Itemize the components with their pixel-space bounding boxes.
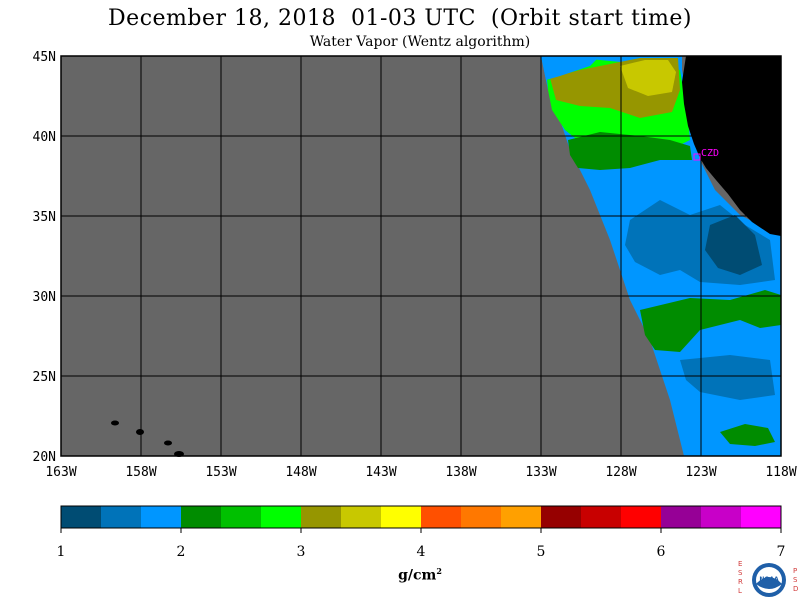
colorbar-segment [541,506,582,528]
swath-dark-blue-speckle [680,355,775,400]
colorbar-tick-label: 5 [536,544,546,560]
colorbar-segment [421,506,462,528]
longitude-tick-label: 123W [685,465,716,480]
colorbar-tick-label: 4 [416,544,426,560]
colorbar-tick-label: 6 [656,544,666,560]
map-subtitle: Water Vapor (Wentz algorithm) [309,34,531,50]
longitude-tick-label: 148W [285,465,316,480]
svg-text:NOAA: NOAA [759,576,779,583]
longitude-tick-label: 143W [365,465,396,480]
colorbar-segment [101,506,142,528]
map-frame [60,55,782,457]
latitude-labels: 45N 40N 35N 30N 25N 20N [33,50,56,465]
colorbar-segment [341,506,382,528]
latitude-tick-label: 25N [33,370,56,385]
swath-darkest-blue-cell [705,215,762,275]
swath-yellow-north [620,60,676,96]
colorbar-segment [301,506,342,528]
colorbar [60,505,782,533]
island-maui [164,440,172,446]
colorbar-segment [381,506,422,528]
longitude-tick-label: 153W [205,465,236,480]
water-vapor-swath [541,56,781,456]
colorbar-tick-label: 2 [176,544,186,560]
latitude-tick-label: 45N [33,50,56,65]
longitude-tick-label: 128W [605,465,636,480]
station-label: CZD [701,148,719,159]
station-czd-marker: CZD [693,148,719,161]
swath-green-band-south [640,290,781,352]
colorbar-tick-label: 1 [56,544,66,560]
colorbar-segment [701,506,742,528]
latitude-tick-label: 30N [33,290,56,305]
swath-green-patch-se [720,424,775,446]
colorbar-segment [261,506,302,528]
colorbar-segment [141,506,182,528]
map-title: December 18, 2018 01-03 UTC (Orbit start… [108,6,692,31]
colorbar-segment [621,506,662,528]
island-kauai [111,420,119,426]
colorbar-segment [61,506,102,528]
latitude-tick-label: 40N [33,130,56,145]
longitude-tick-label: 118W [765,465,796,480]
colorbar-segment [501,506,542,528]
longitude-labels: 163W 158W 153W 148W 143W 138W 133W 128W 123W 118W [45,465,796,480]
longitude-tick-label: 138W [445,465,476,480]
land-north-america [682,56,781,236]
station-square-icon [693,153,701,161]
colorbar-segment [461,506,502,528]
longitude-tick-label: 163W [45,465,76,480]
longitude-tick-label: 133W [525,465,556,480]
longitude-tick-label: 158W [125,465,156,480]
colorbar-tick-label: 7 [776,544,786,560]
island-oahu [136,429,144,435]
latitude-tick-label: 35N [33,210,56,225]
colorbar-tick-label: 3 [296,544,306,560]
latitude-tick-label: 20N [33,450,56,465]
map-layer: CZD [60,55,782,457]
colorbar-segment [221,506,262,528]
swath-darkgreen-north [568,132,692,170]
colorbar-segment [741,506,782,528]
swath-blue-north-edge [541,56,600,80]
colorbar-segment [181,506,222,528]
colorbar-segment [661,506,702,528]
noaa-logo-icon: NOAA [752,563,786,597]
colorbar-segment [581,506,622,528]
colorbar-unit-label: g/cm2 [398,566,442,584]
